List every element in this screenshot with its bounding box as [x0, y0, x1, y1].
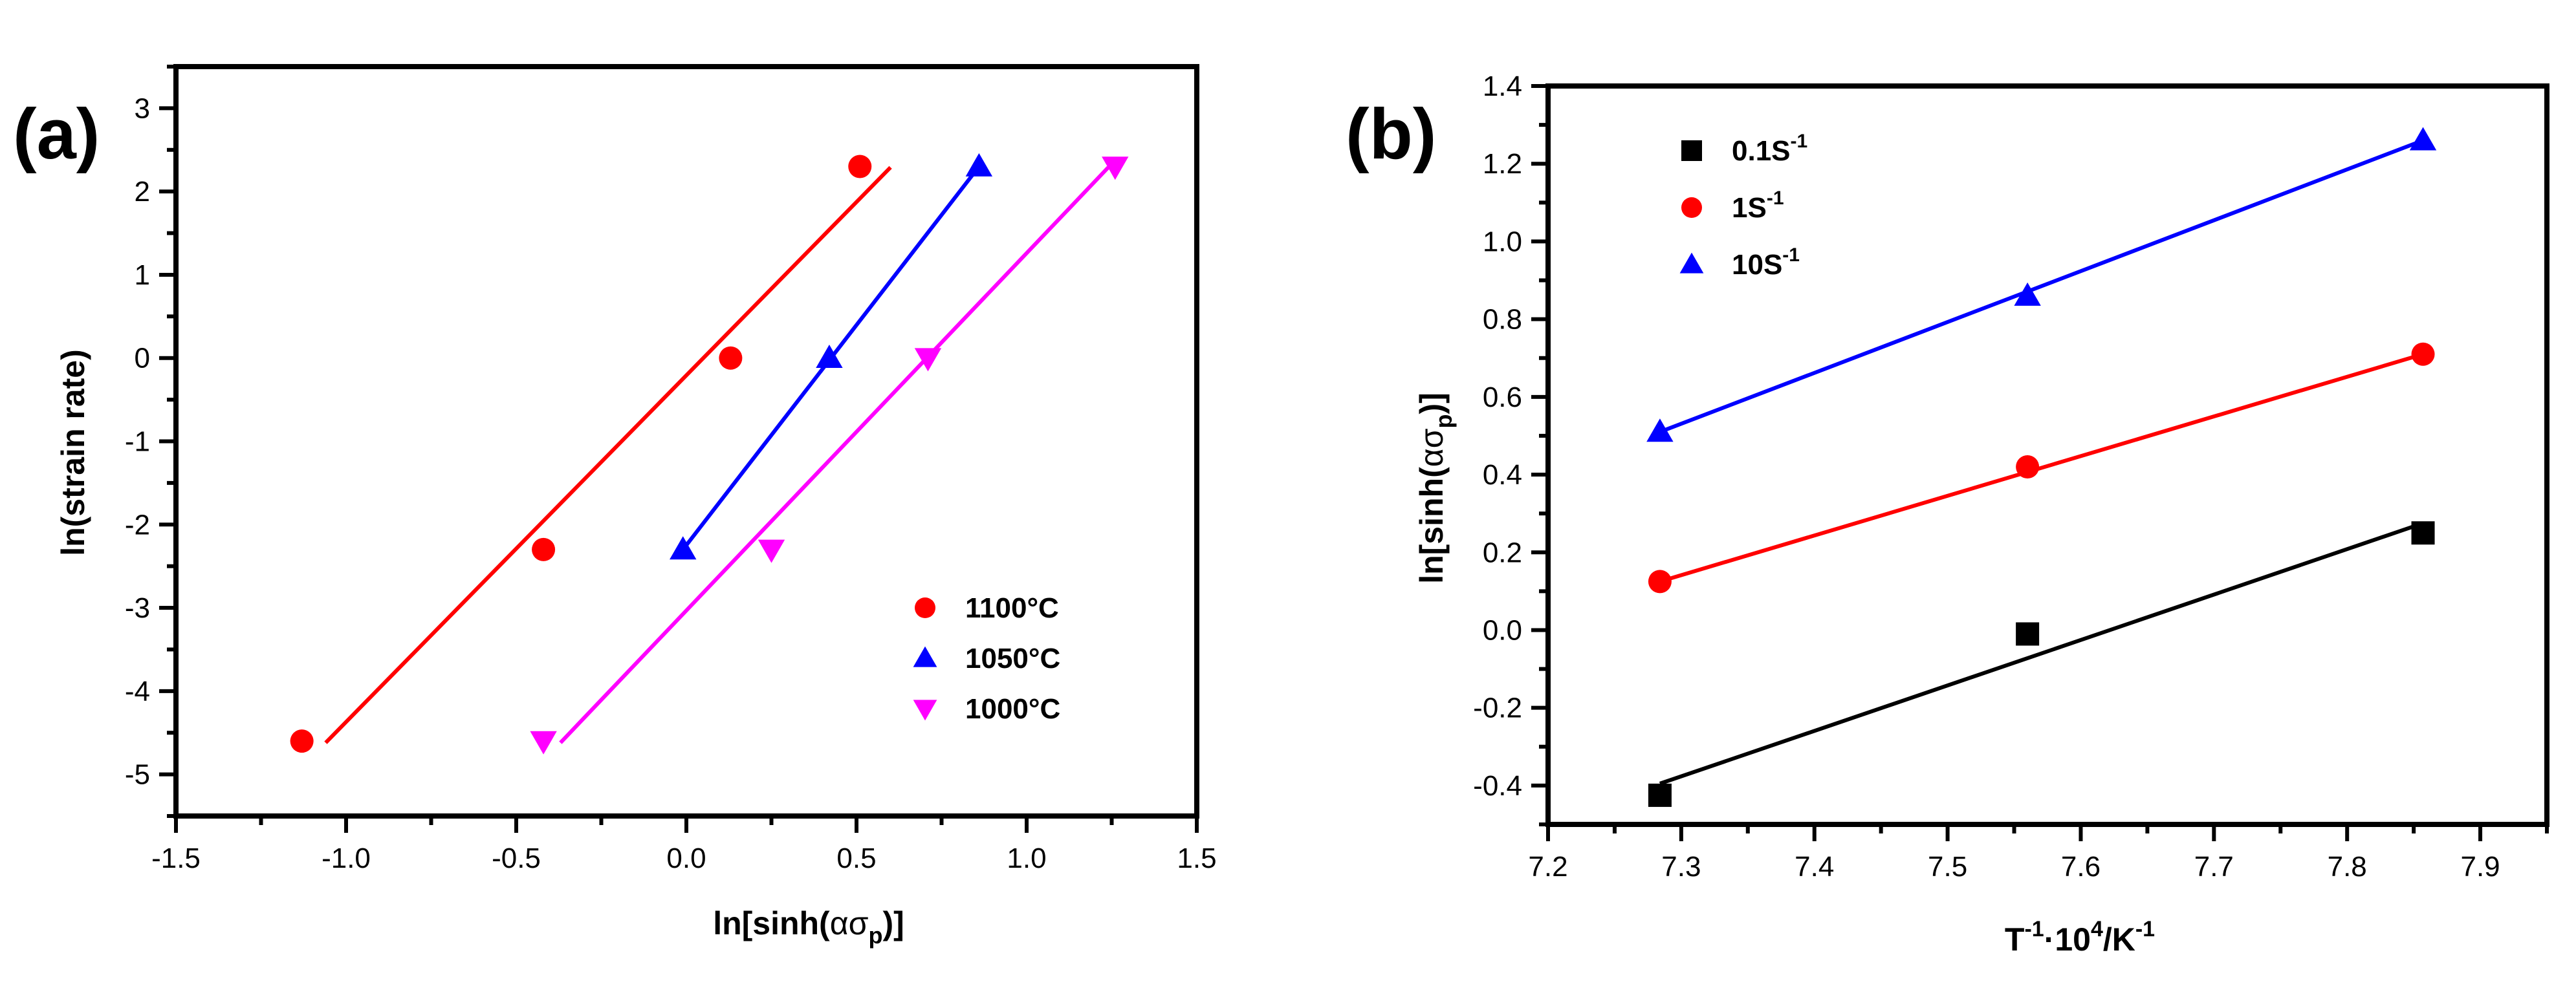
panel-b-fit-line-1	[1659, 352, 2424, 584]
panel-a-xtick-label: 0.5	[836, 843, 876, 874]
panel-a-legend-marker-0	[915, 597, 935, 618]
panel-b-xtick-label: 7.7	[2194, 851, 2234, 883]
panel-a-ytick-label: -3	[125, 592, 150, 624]
panel-b-ytick-label: 1.0	[1483, 226, 1522, 257]
panel-b-data-point-2	[1646, 418, 1674, 442]
panel-b-legend-marker-1	[1681, 197, 1702, 218]
panel-b-ytick-label: 0.6	[1483, 381, 1522, 413]
panel-a-data-point-1	[965, 153, 993, 177]
panel-a-fit-line-2	[559, 166, 1110, 744]
panel-b-frame	[1545, 83, 2549, 827]
panel-a-data-point-0	[290, 729, 314, 753]
panel-a-xtick-label: -0.5	[492, 843, 541, 874]
panel-b-ytick-label: -0.4	[1473, 770, 1522, 802]
panel-a-ytick-label: 2	[135, 176, 150, 208]
panel-a-label: (a)	[13, 94, 100, 174]
panel-b-xtick-label: 7.8	[2328, 851, 2367, 883]
panel-b-ytick-label: 0.8	[1483, 304, 1522, 336]
panel-b-ytick-label: 0.0	[1483, 614, 1522, 646]
panel-a-data-point-0	[719, 346, 743, 370]
panel-a-plot: -1.5 -1.0 -0.5 0.0 0.5 1.0 1.5 -5 -4 -3 -2 -1 0 1 2 3 11…	[125, 64, 1217, 874]
panel-b-ytick-label: 0.2	[1483, 537, 1522, 568]
panel-a-data-point-1	[670, 536, 697, 560]
panel-b-data-point-0	[1648, 783, 1672, 807]
panel-b-data-point-0	[2016, 622, 2040, 646]
panel-b-fit-line-2	[1659, 138, 2424, 434]
panel-a-xtick-label: -1.5	[151, 843, 201, 874]
panel-a-legend-marker-1	[913, 646, 937, 667]
panel-a-ylabel: ln(strain rate)	[55, 349, 91, 556]
panel-a-ytick-label: 3	[135, 92, 150, 124]
panel-a-data-point-2	[914, 348, 942, 372]
panel-b-fit-line-0	[1659, 521, 2424, 786]
panel-a-legend-marker-2	[913, 700, 937, 721]
panel-b-data-point-1	[2016, 455, 2040, 479]
panel-b-xtick-label: 7.4	[1795, 851, 1834, 883]
panel-a-ytick-label: 1	[135, 259, 150, 291]
panel-a-legend-label-2: 1000°C	[965, 693, 1060, 725]
panel-b-legend-label-2: 10S-1	[1732, 244, 1800, 281]
panel-b-legend-label-1: 1S-1	[1732, 188, 1784, 224]
panel-a-data-point-0	[532, 537, 556, 561]
panel-a-ytick-label: -5	[125, 759, 150, 791]
panel-a-ytick-label: -1	[125, 426, 150, 458]
panel-a-fit-line-0	[324, 166, 892, 744]
panel-a-ytick-label: -4	[125, 676, 150, 707]
panel-b-data-point-2	[2014, 282, 2041, 306]
panel-b-xtick-label: 7.3	[1661, 851, 1701, 883]
panel-b-ytick-label: 0.4	[1483, 459, 1522, 491]
panel-b-data-point-1	[1648, 570, 1672, 594]
panel-a-xtick-label: 1.0	[1007, 843, 1046, 874]
panel-a-xtick-label: 0.0	[666, 843, 706, 874]
panel-a-xlabel: ln[sinh(ασp)]	[713, 905, 904, 949]
panel-b-plot: 7.2 7.3 7.4 7.5 7.6 7.7 7.8 7.9 -0.4 -0.2 0.0 0.2 0.…	[1473, 70, 2549, 883]
panel-a-xtick-label: 1.5	[1177, 843, 1216, 874]
panel-a-legend-label-0: 1100°C	[965, 592, 1059, 624]
panel-b-ylabel: ln[sinh(ασp)]	[1414, 392, 1457, 584]
panel-b-legend-marker-0	[1681, 140, 1702, 161]
panel-a-ytick-label: 0	[135, 343, 150, 374]
panel-a-xtick-label: -1.0	[322, 843, 371, 874]
panel-b-ytick-label: -0.2	[1473, 693, 1522, 724]
panel-b-xtick-label: 7.2	[1528, 851, 1567, 883]
panel-b-ytick-label: 1.2	[1483, 148, 1522, 180]
panel-b-ytick-label: 1.4	[1483, 70, 1522, 102]
panel-b-data-point-1	[2411, 342, 2435, 366]
panel-a-data-point-2	[758, 539, 785, 563]
panel-a-data-point-1	[816, 345, 843, 369]
panel-b-xtick-label: 7.6	[2061, 851, 2101, 883]
panel-b-label: (b)	[1346, 94, 1436, 174]
panel-a-legend-label-1: 1050°C	[965, 643, 1060, 674]
panel-a-data-point-0	[848, 155, 872, 178]
panel-b-xtick-label: 7.9	[2460, 851, 2500, 883]
panel-b-data-point-2	[2409, 127, 2437, 151]
panel-b-data-point-0	[2411, 521, 2435, 545]
panel-a-ytick-label: -2	[125, 509, 150, 541]
panel-b-legend-label-0: 0.1S-1	[1732, 131, 1807, 167]
panel-b-xlabel: T-1·104/K-1	[2005, 917, 2155, 958]
panel-b-xtick-label: 7.5	[1928, 851, 1967, 883]
panel-b-legend-marker-2	[1679, 252, 1704, 274]
panel-a-data-point-2	[530, 731, 557, 755]
panel-a-data-point-2	[1102, 156, 1129, 180]
